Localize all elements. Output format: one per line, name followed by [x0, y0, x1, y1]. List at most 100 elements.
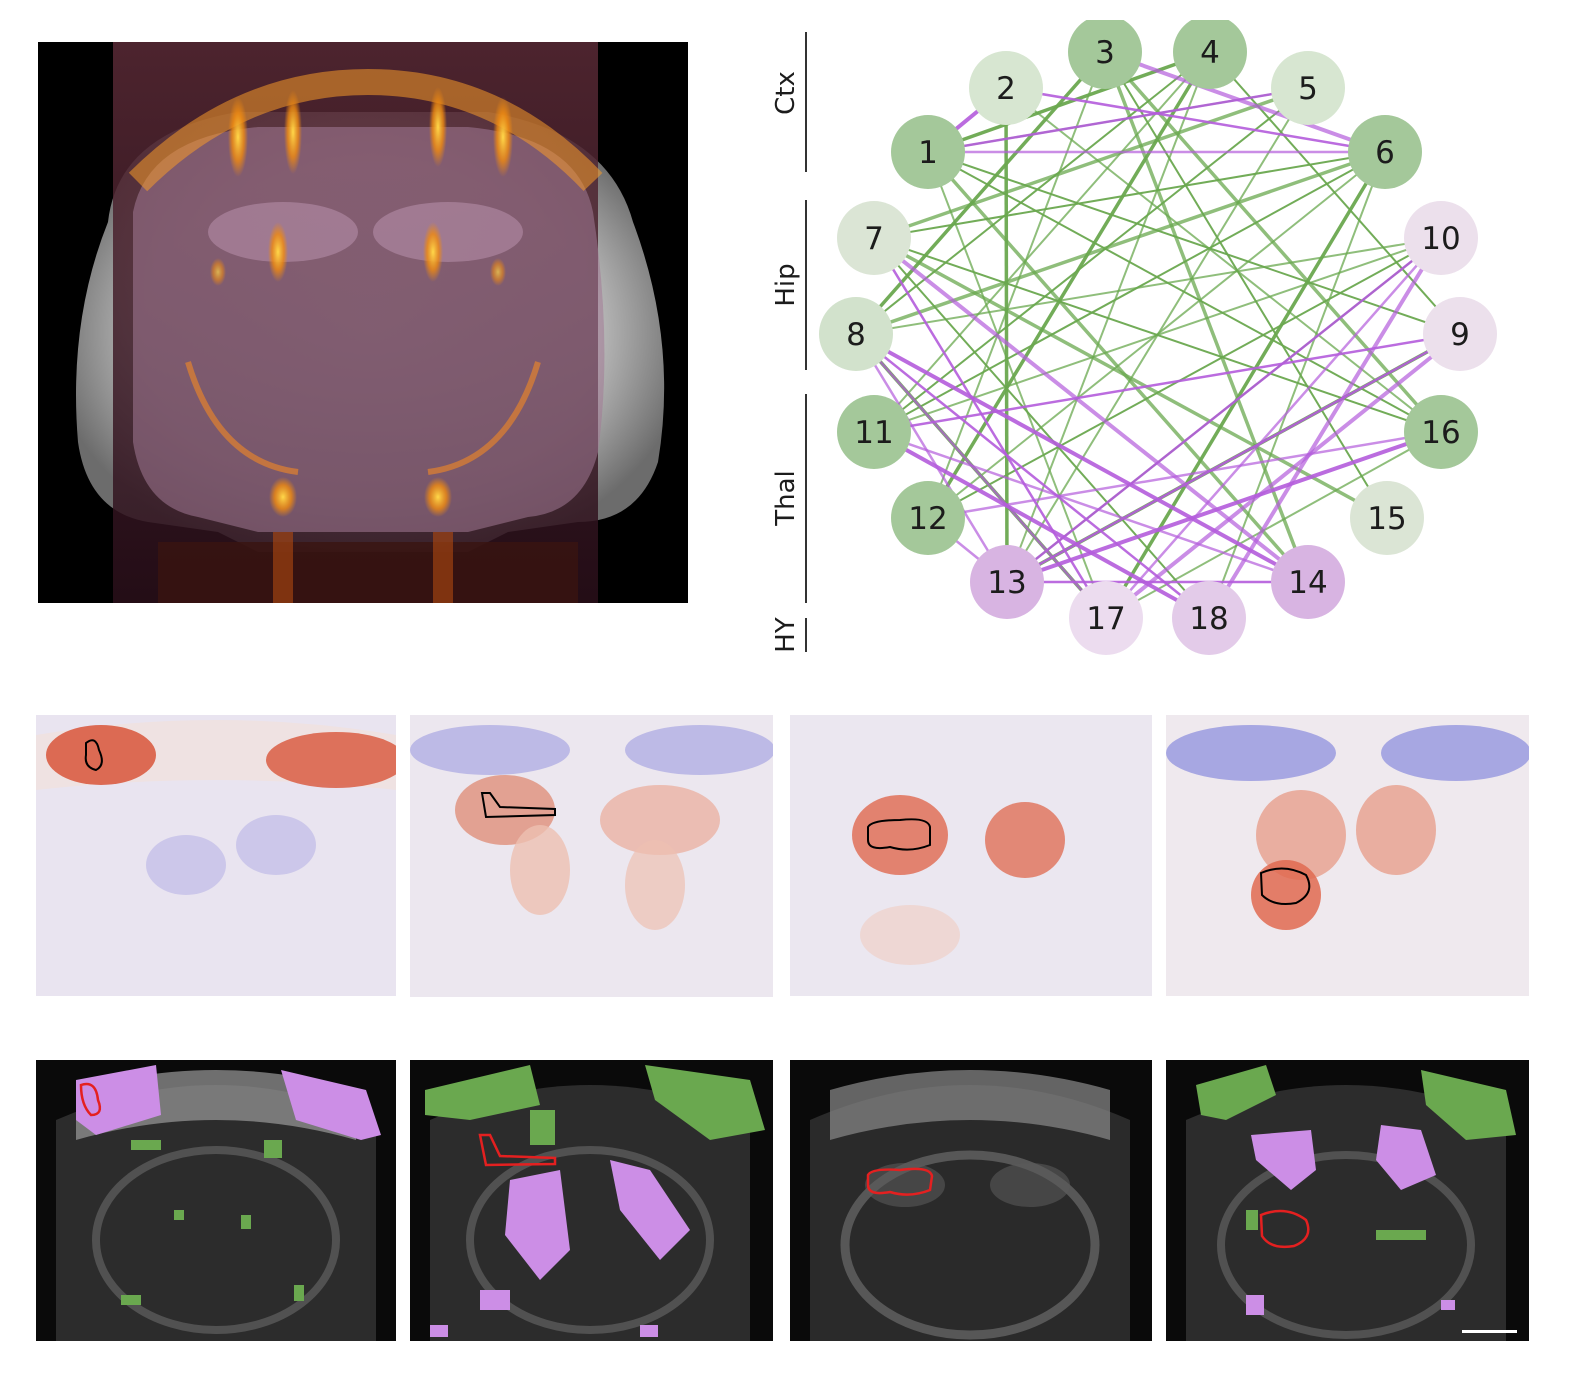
node-label: 10 [1421, 221, 1460, 257]
connectivity-network-diagram: Ctx Hip Thal HY 1 2 3 4 5 6 7 8 9 10 11 12 13 14 15 16 1… [760, 20, 1550, 680]
group-label-ctx: Ctx [771, 71, 801, 115]
node-circle [1350, 481, 1424, 555]
edge-8-13 [854, 333, 1009, 583]
node-14: 14 [1271, 545, 1345, 619]
node-label: 6 [1375, 135, 1395, 171]
edge-6-17 [1104, 151, 1387, 619]
node-circle [819, 297, 893, 371]
node-label: 17 [1086, 601, 1125, 637]
node-8: 8 [819, 297, 893, 371]
node-10: 10 [1404, 201, 1478, 275]
node-circle [1069, 581, 1143, 655]
scale-bar [1462, 1330, 1517, 1333]
edge-4-13 [1006, 51, 1211, 583]
edge-10-13 [1006, 237, 1442, 583]
node-circle [969, 51, 1043, 125]
edge-6-7 [873, 151, 1386, 239]
node-9: 9 [1423, 297, 1497, 371]
overlay-map-1 [36, 1060, 396, 1341]
node-circle [837, 395, 911, 469]
node-16: 16 [1404, 395, 1478, 469]
group-label-hip: Hip [771, 263, 801, 306]
edge-12-10 [927, 237, 1442, 519]
node-1: 1 [891, 115, 965, 189]
edge-7-18 [873, 237, 1210, 619]
edge-8-14 [855, 332, 1309, 584]
edge-9-13 [1006, 332, 1461, 584]
edge-1-5 [927, 86, 1309, 154]
node-label: 5 [1298, 71, 1318, 107]
edge-7-17 [872, 237, 1108, 619]
edge-3-12 [927, 51, 1106, 519]
node-label: 13 [987, 565, 1026, 601]
node-circle [1348, 115, 1422, 189]
group-label-hy: HY [771, 617, 801, 653]
edge-4-11 [873, 51, 1211, 433]
edge-3-14 [1103, 51, 1310, 583]
edge-8-10 [855, 237, 1442, 335]
node-label: 1 [918, 135, 938, 171]
activation-map-3 [790, 715, 1152, 996]
brain-overlay-image [38, 42, 688, 603]
edge-9-17 [1104, 332, 1462, 620]
node-circle [837, 201, 911, 275]
network-edges [854, 50, 1462, 620]
node-label: 9 [1450, 317, 1470, 353]
edge-6-11 [873, 151, 1386, 433]
node-circle [1068, 20, 1142, 89]
activation-map-4 [1166, 715, 1529, 996]
node-15: 15 [1350, 481, 1424, 555]
edge-2-16 [1005, 87, 1442, 433]
edge-5-11 [873, 87, 1309, 433]
overlay-map-4 [1166, 1060, 1529, 1341]
node-label: 3 [1095, 35, 1115, 71]
node-label: 7 [864, 221, 884, 257]
node-2: 2 [969, 51, 1043, 125]
overlay-map-2 [410, 1060, 773, 1341]
edge-1-17 [927, 151, 1107, 619]
node-4: 4 [1173, 20, 1247, 89]
node-label: 12 [908, 501, 947, 537]
node-circle [1423, 297, 1497, 371]
edge-11-14 [873, 430, 1309, 584]
node-17: 17 [1069, 581, 1143, 655]
edge-11-18 [873, 430, 1210, 620]
edge-10-18 [1207, 236, 1443, 620]
node-label: 18 [1189, 601, 1228, 637]
node-label: 15 [1367, 501, 1406, 537]
edge-8-18 [855, 333, 1210, 619]
edge-5-7 [873, 86, 1309, 240]
group-brackets: Ctx Hip Thal HY [771, 32, 807, 653]
node-label: 16 [1421, 415, 1460, 451]
edge-7-15 [873, 236, 1388, 520]
node-11: 11 [837, 395, 911, 469]
edge-16-12 [927, 430, 1442, 520]
edge-16-17 [1105, 431, 1442, 619]
edge-11-10 [873, 237, 1442, 433]
edge-7-14 [872, 236, 1310, 584]
activation-map-2 [410, 715, 773, 997]
edge-1-4 [927, 50, 1211, 154]
edge-3-15 [1104, 51, 1388, 519]
edge-3-6 [1104, 50, 1386, 154]
node-circle [970, 545, 1044, 619]
node-circle [1172, 581, 1246, 655]
node-label: 2 [996, 71, 1016, 107]
edge-4-8 [855, 51, 1211, 335]
node-label: 14 [1288, 565, 1327, 601]
node-7: 7 [837, 201, 911, 275]
overlay-map-3 [790, 1060, 1152, 1341]
node-5: 5 [1271, 51, 1345, 125]
node-label: 4 [1200, 35, 1220, 71]
node-18: 18 [1172, 581, 1246, 655]
edge-2-13 [1004, 87, 1009, 583]
activation-map-1 [36, 715, 396, 996]
node-circle [891, 481, 965, 555]
group-label-thal: Thal [771, 470, 801, 527]
node-label: 11 [854, 415, 893, 451]
node-13: 13 [970, 545, 1044, 619]
node-circle [1173, 20, 1247, 89]
node-circle [1271, 545, 1345, 619]
edge-6-18 [1208, 151, 1386, 619]
